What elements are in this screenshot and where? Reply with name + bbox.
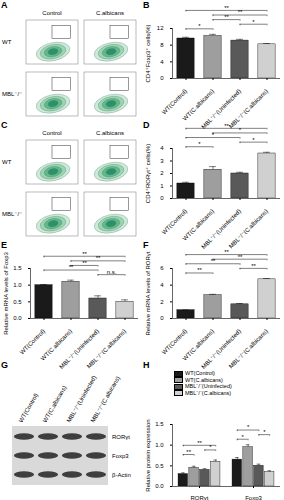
svg-text:β-Actin: β-Actin (112, 472, 131, 478)
svg-text:1.0: 1.0 (155, 442, 164, 448)
html-text:E: E (1, 240, 7, 250)
svg-text:1.5: 1.5 (13, 265, 22, 271)
svg-text:WT(C.albicans): WT(C.albicans) (39, 328, 74, 362)
svg-text:Control: Control (42, 10, 61, 16)
svg-text:0.5: 0.5 (155, 463, 164, 469)
svg-text:**: ** (251, 263, 256, 269)
svg-text:**: ** (224, 123, 229, 129)
html-text:WT(Control): WT(Control) (185, 370, 215, 376)
svg-text:0: 0 (160, 315, 164, 321)
svg-text:CD4⁺RORγt⁺ cells(%): CD4⁺RORγt⁺ cells(%) (145, 144, 151, 203)
svg-text:*: * (242, 434, 245, 440)
svg-text:RORγt: RORγt (112, 434, 130, 440)
svg-text:*: * (239, 127, 242, 133)
svg-text:MBL⁻/⁻(Uninfected): MBL⁻/⁻(Uninfected) (65, 374, 98, 424)
svg-text:*: * (209, 444, 212, 450)
svg-text:**: ** (197, 267, 202, 273)
svg-text:WT(C.albicans): WT(C.albicans) (181, 208, 216, 242)
svg-text:1.5: 1.5 (155, 421, 164, 427)
svg-text:4: 4 (160, 282, 164, 288)
svg-text:CD4⁺Foxp3⁺ cells(%): CD4⁺Foxp3⁺ cells(%) (145, 24, 151, 82)
svg-text:2: 2 (160, 170, 164, 176)
svg-text:Foxp3: Foxp3 (245, 495, 262, 500)
svg-text:WT(C.albicans): WT(C.albicans) (42, 385, 68, 424)
svg-text:MBL⁻/⁻(C.albicans): MBL⁻/⁻(C.albicans) (228, 328, 269, 369)
svg-text:**: ** (82, 260, 87, 266)
svg-text:1.0: 1.0 (13, 282, 22, 288)
html-text:H: H (143, 360, 150, 370)
svg-text:MBL⁻/⁻(C.albicans): MBL⁻/⁻(C.albicans) (228, 88, 269, 129)
svg-text:12: 12 (157, 25, 164, 31)
svg-text:C.albicans: C.albicans (96, 10, 124, 16)
svg-text:3: 3 (160, 158, 164, 164)
svg-text:0.0: 0.0 (155, 483, 164, 489)
svg-text:8: 8 (160, 42, 164, 48)
svg-text:WT: WT (2, 39, 12, 45)
svg-text:0.5: 0.5 (13, 299, 22, 305)
html-text:A: A (1, 0, 8, 10)
html-text:G: G (1, 360, 8, 370)
svg-text:WT(C.albicans): WT(C.albicans) (181, 88, 216, 122)
svg-text:**: ** (69, 264, 74, 270)
svg-text:MBL⁻/⁻: MBL⁻/⁻ (2, 211, 22, 217)
svg-text:Relative mRNA levels of RORγt: Relative mRNA levels of RORγt (145, 251, 151, 335)
svg-text:MBL⁻/⁻(Uninfected): MBL⁻/⁻(Uninfected) (200, 328, 243, 370)
svg-text:*: * (212, 132, 215, 138)
svg-text:WT: WT (2, 159, 12, 165)
svg-text:0.0: 0.0 (13, 315, 22, 321)
svg-text:WT(Control): WT(Control) (161, 328, 188, 355)
svg-text:*: * (198, 23, 201, 29)
svg-text:**: ** (186, 449, 191, 455)
html-text:D: D (143, 120, 150, 130)
svg-text:WT(Control): WT(Control) (18, 392, 40, 423)
svg-text:Relative protein expression: Relative protein expression (145, 419, 151, 491)
svg-text:MBL⁻/⁻: MBL⁻/⁻ (2, 91, 22, 97)
svg-text:RORγt: RORγt (191, 495, 209, 500)
svg-text:MBL⁻/⁻(Uninfected): MBL⁻/⁻(Uninfected) (58, 328, 101, 370)
svg-text:n.s.: n.s. (107, 269, 117, 275)
svg-text:*: * (198, 141, 201, 147)
svg-text:4: 4 (160, 59, 164, 65)
svg-text:**: ** (238, 9, 243, 15)
svg-text:**: ** (224, 14, 229, 20)
svg-text:**: ** (224, 5, 229, 11)
html-text:C: C (1, 120, 8, 130)
svg-text:MBL⁻/⁻(C.albicans): MBL⁻/⁻(C.albicans) (228, 208, 269, 249)
svg-text:Relative mRNA levels of Foxp3: Relative mRNA levels of Foxp3 (3, 251, 9, 334)
html-text:F: F (143, 240, 149, 250)
svg-text:**: ** (211, 258, 216, 264)
svg-text:**: ** (224, 249, 229, 255)
svg-text:WT(Control): WT(Control) (161, 88, 188, 115)
svg-text:*: * (247, 424, 250, 430)
html-text:B: B (143, 0, 150, 10)
svg-text:MBL⁻/⁻(C.albicans): MBL⁻/⁻(C.albicans) (90, 375, 121, 423)
svg-text:6: 6 (160, 265, 164, 271)
svg-text:WT(C.albicans): WT(C.albicans) (181, 328, 216, 362)
svg-text:WT(Control): WT(Control) (19, 328, 46, 355)
svg-text:*: * (252, 137, 255, 143)
svg-text:**: ** (238, 254, 243, 260)
svg-text:2: 2 (160, 299, 164, 305)
svg-text:MBL⁻/⁻(C.albicans): MBL⁻/⁻(C.albicans) (86, 328, 127, 369)
svg-text:*: * (252, 19, 255, 25)
svg-text:**: ** (82, 251, 87, 257)
svg-text:**: ** (96, 255, 101, 261)
svg-text:C.albicans: C.albicans (96, 130, 124, 136)
svg-text:MBL⁻/⁻(Uninfected): MBL⁻/⁻(Uninfected) (200, 208, 243, 250)
html-text:MBL⁻/⁻(Uninfected): MBL⁻/⁻(Uninfected) (185, 383, 232, 390)
svg-text:MBL⁻/⁻(Uninfected): MBL⁻/⁻(Uninfected) (200, 88, 243, 130)
svg-text:Control: Control (42, 130, 61, 136)
svg-text:*: * (263, 429, 266, 435)
svg-text:0: 0 (160, 75, 164, 81)
svg-text:Foxp3: Foxp3 (112, 453, 129, 459)
svg-text:WT(Control): WT(Control) (161, 208, 188, 235)
svg-text:1: 1 (160, 183, 164, 189)
html-text:MBL⁻/⁻(C.albicans): MBL⁻/⁻(C.albicans) (185, 389, 232, 396)
svg-text:**: ** (197, 440, 202, 446)
html-text:WT(C.albicans): WT(C.albicans) (185, 376, 223, 383)
svg-text:4: 4 (160, 145, 164, 151)
svg-text:0: 0 (160, 195, 164, 201)
